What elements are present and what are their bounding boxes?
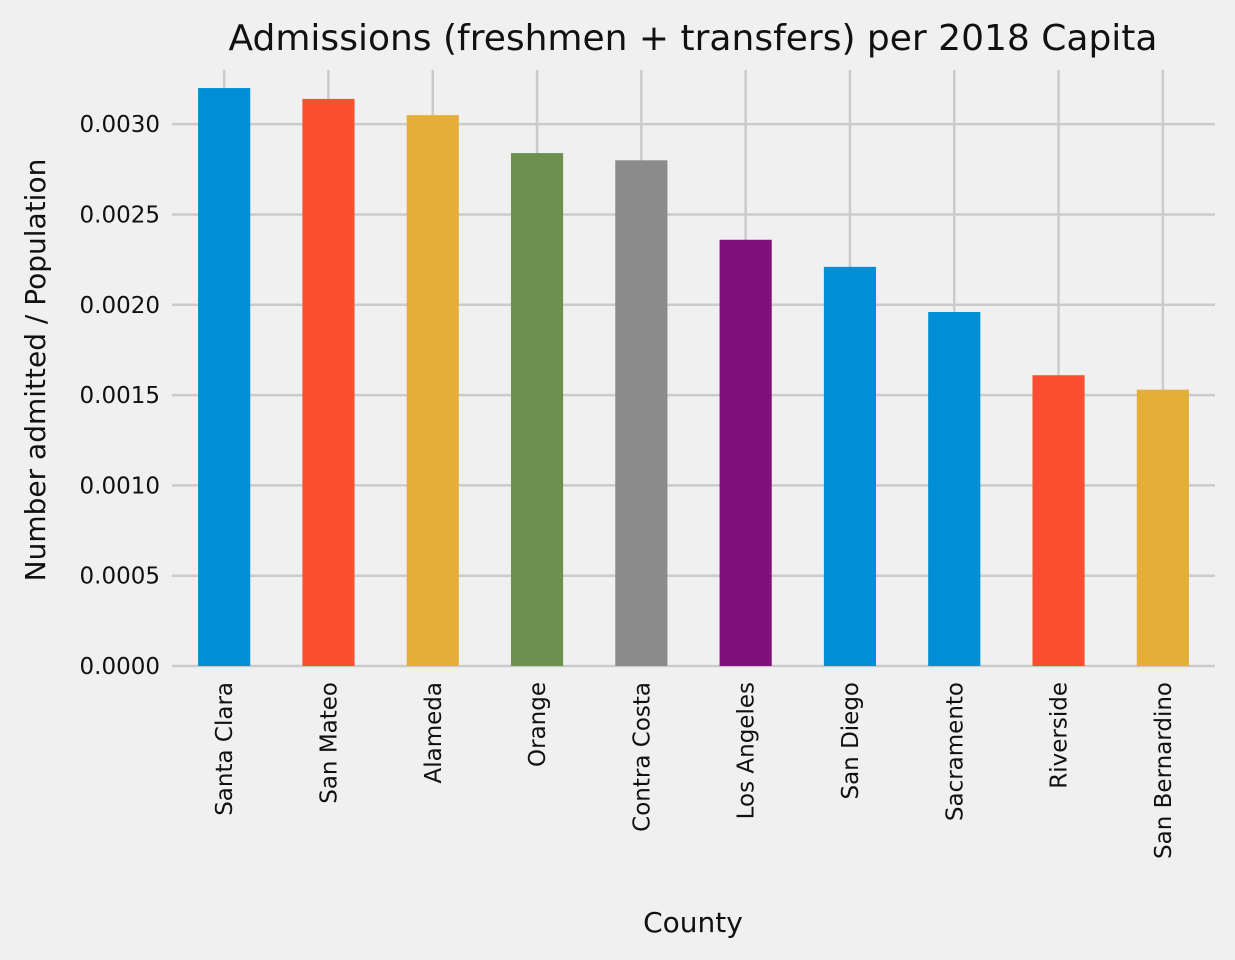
bar-contra-costa (615, 160, 668, 666)
bars-layer (198, 88, 1189, 667)
bar-sacramento (928, 312, 981, 666)
bar-san-bernardino (1136, 389, 1189, 666)
y-tick-label: 0.0010 (80, 473, 160, 499)
x-tick-label: Orange (525, 682, 551, 767)
y-axis-label: Number admitted / Population (19, 159, 52, 582)
x-tick-label: Santa Clara (212, 682, 238, 816)
bar-orange (510, 153, 564, 666)
y-tick-label: 0.0005 (80, 564, 160, 590)
bar-los-angeles (719, 239, 772, 666)
bar-alameda (406, 115, 459, 667)
x-tick-label: Sacramento (942, 682, 968, 821)
x-tick-label: Alameda (421, 682, 447, 783)
bar-riverside (1032, 375, 1085, 666)
x-tick-label: San Diego (838, 682, 864, 800)
y-tick-label: 0.0025 (80, 202, 160, 228)
x-tick-label: Contra Costa (629, 682, 655, 832)
y-tick-label: 0.0000 (80, 654, 160, 680)
x-tick-label: San Bernardino (1151, 682, 1177, 859)
y-tick-label: 0.0015 (80, 383, 160, 409)
x-tick-label: Riverside (1047, 682, 1073, 789)
y-tick-label: 0.0020 (80, 293, 160, 319)
x-tick-label: Los Angeles (734, 682, 760, 819)
x-tick-label: San Mateo (316, 682, 342, 804)
bar-santa-clara (198, 88, 251, 666)
y-tick-labels: 0.0000 0.0005 0.0010 0.0015 0.0020 0.0025 0.00… (80, 112, 160, 680)
x-tick-labels: Santa Clara San Mateo Alameda Orange Contra … (212, 682, 1177, 859)
chart-title: Admissions (freshmen + transfers) per 20… (229, 18, 1158, 59)
y-tick-label: 0.0030 (80, 112, 160, 138)
x-axis-label: County (643, 906, 743, 939)
bar-san-mateo (302, 98, 355, 666)
bar-san-diego (823, 266, 877, 666)
